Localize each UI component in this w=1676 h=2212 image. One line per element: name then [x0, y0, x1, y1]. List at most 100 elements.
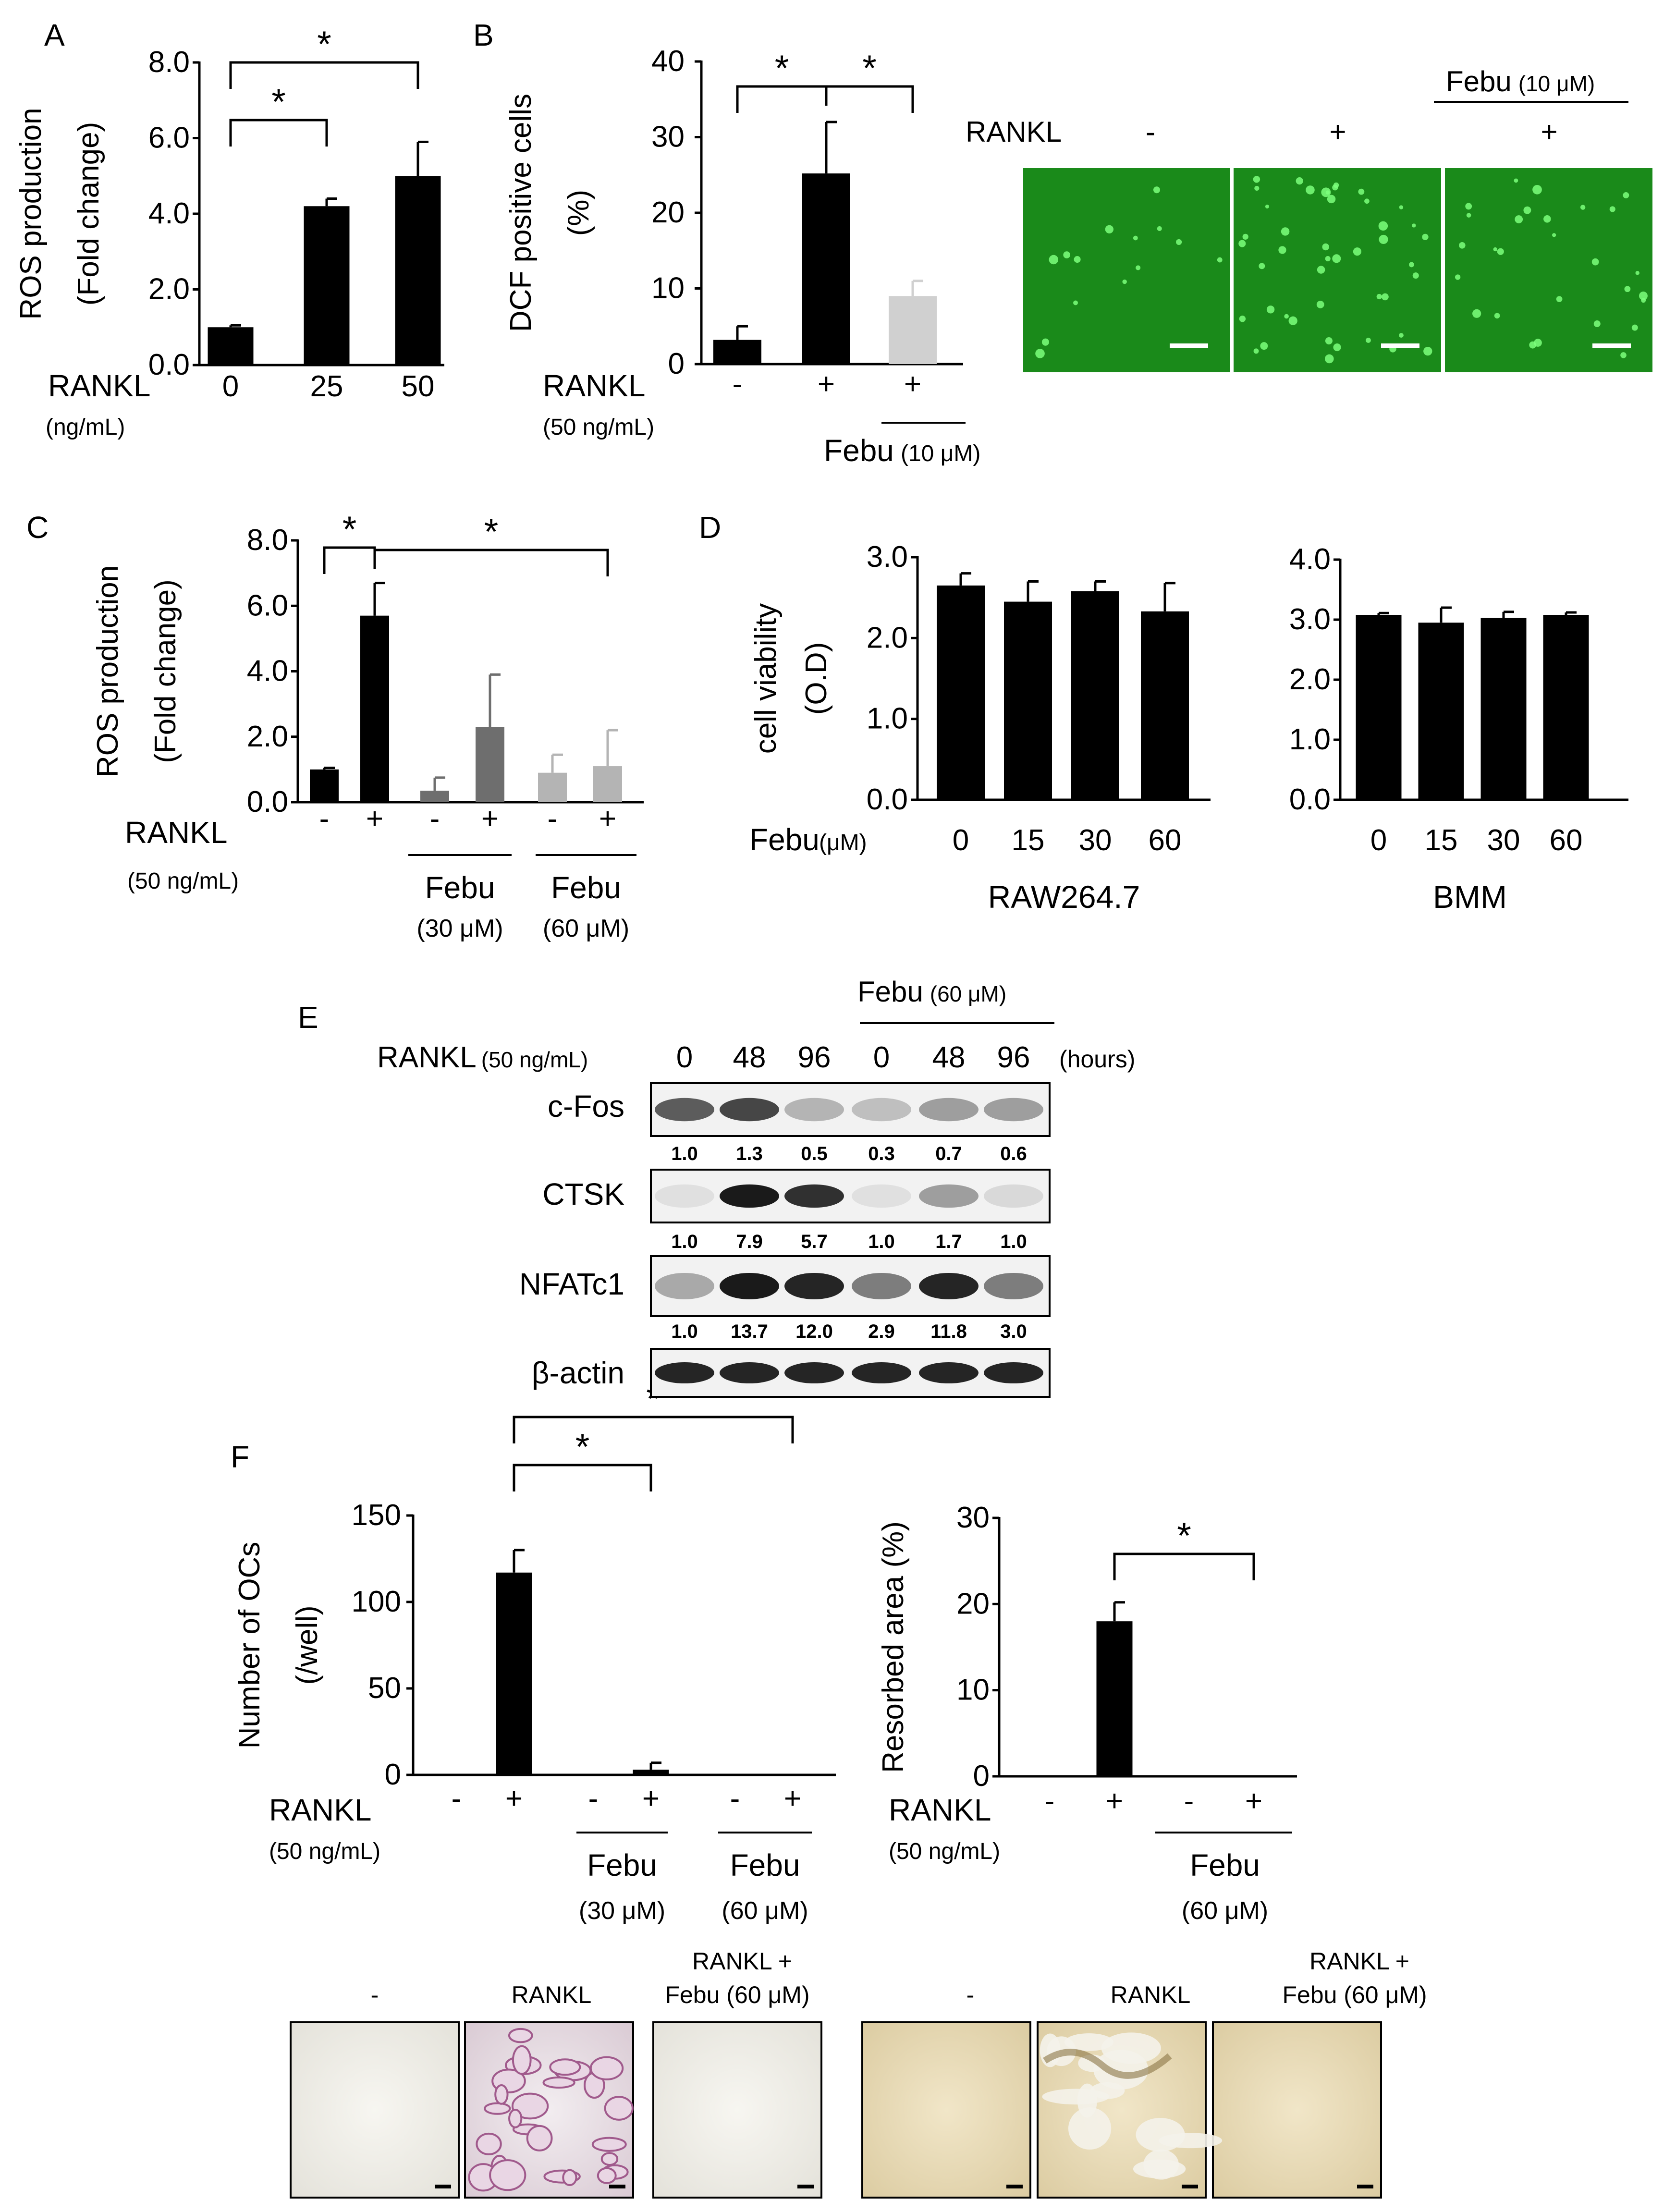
treatment-unit: (μM)	[819, 830, 867, 855]
pit-label-3b: Febu (60 μM)	[1282, 1981, 1427, 2008]
dcf-fluorescence-images	[1023, 168, 1652, 372]
fluorescent-cell	[1523, 206, 1531, 214]
dcf-image-3	[1445, 168, 1652, 372]
treatment-unit: (50 ng/mL)	[543, 415, 654, 440]
fluorescent-cell	[1399, 333, 1404, 338]
significance-bracket	[323, 546, 376, 574]
blot-band	[720, 1098, 779, 1122]
fluorescent-cell	[1321, 187, 1331, 197]
timepoint-label: 0	[676, 1041, 693, 1074]
x-tick-label: +	[366, 802, 383, 835]
osteoclast	[511, 2092, 549, 2120]
blot-band	[919, 1098, 979, 1122]
x-tick-label: -	[452, 1782, 462, 1815]
band-quant: 13.7	[731, 1321, 768, 1342]
significance-star: *	[271, 82, 286, 122]
blot-band	[720, 1273, 779, 1299]
fluorescent-cell	[1259, 263, 1265, 269]
significance-star: *	[317, 24, 331, 65]
bar	[1096, 1621, 1133, 1776]
bar	[208, 327, 254, 365]
y-tick-label: 150	[352, 1499, 401, 1532]
resorption-pit	[1042, 2089, 1110, 2105]
panel-label-f: F	[231, 1440, 249, 1474]
group-label: Febu	[551, 870, 621, 905]
scale-bar	[1006, 2185, 1023, 2188]
band-quant: 1.7	[935, 1231, 962, 1252]
group-label: Febu	[425, 870, 495, 905]
osteoclast	[494, 2084, 509, 2105]
drug-conc: (10 μM)	[901, 441, 980, 466]
fluorescent-cell	[1458, 242, 1466, 249]
fluorescent-cell	[1254, 185, 1260, 191]
x-tick-label: 60	[1149, 824, 1182, 857]
x-tick-label: -	[733, 367, 743, 401]
y-tick-label: 20	[956, 1587, 990, 1620]
x-tick-label: -	[588, 1782, 599, 1815]
x-tick-label: 60	[1550, 824, 1583, 857]
chart-a-ros-production: 0.0 2.0 4.0 6.0 8.0 ROS production (Fold chang…	[14, 24, 444, 440]
y-axis-label: ROS production	[14, 108, 48, 319]
fluorescent-cell	[1238, 240, 1246, 247]
dcf-micrographs: Febu (10 μM) RANKL - + +	[966, 65, 1652, 372]
fluorescent-cell	[1278, 246, 1286, 254]
y-tick-label: 100	[352, 1585, 401, 1618]
micrograph-drug-label: Febu (10 μM)	[1446, 65, 1595, 98]
significance-bracket	[373, 549, 609, 576]
chart-f-number-of-ocs: 0 50 100 150 Number of OCs (/well) - + - + - + RANKL…	[233, 1379, 836, 1925]
western-timepoints: 0 48 96 0 48 96	[676, 1041, 1030, 1074]
osteoclast	[600, 2152, 619, 2166]
fluorescent-cell	[1284, 314, 1289, 319]
band-quant: 1.0	[671, 1231, 698, 1252]
treatment-unit: (ng/mL)	[46, 415, 125, 440]
scale-bar	[609, 2185, 625, 2188]
x-tick-label: -	[730, 1782, 740, 1815]
group-conc: (60 μM)	[722, 1897, 808, 1925]
fluorescent-cell	[1493, 247, 1497, 252]
panel-label-e: E	[298, 1000, 318, 1035]
trap-label-1: -	[371, 1981, 379, 2008]
osteoclast	[508, 2028, 533, 2043]
band-quant: 1.0	[1000, 1231, 1027, 1252]
bar	[633, 1770, 669, 1775]
fluorescent-cell	[1422, 233, 1429, 240]
chart-d-raw264-viability: 0.0 1.0 2.0 3.0 cell viability (O.D) 0 15 30 60 Fe…	[749, 540, 1211, 915]
band-quant: 1.0	[671, 1143, 698, 1164]
x-tick-label: 50	[402, 370, 435, 403]
y-axis-label: DCF positive cells	[504, 94, 538, 332]
trap-label-3b: Febu (60 μM)	[665, 1981, 809, 2008]
band-quant: 1.0	[868, 1231, 895, 1252]
timepoint-label: 96	[798, 1041, 831, 1074]
y-tick-label: 4.0	[1289, 543, 1331, 576]
y-tick-label: 8.0	[247, 524, 288, 557]
x-tick-label: 0	[1370, 824, 1387, 857]
pit-label-2: RANKL	[1111, 1981, 1191, 2008]
resorption-pit	[1158, 2133, 1223, 2149]
y-tick-label: 2.0	[867, 621, 908, 654]
y-tick-label: 40	[651, 45, 685, 78]
x-tick-label: -	[548, 802, 558, 835]
scale-bar	[435, 2185, 451, 2188]
fluorescent-cell	[1122, 279, 1127, 284]
osteoclast	[549, 2058, 581, 2076]
x-tick-label: 30	[1487, 824, 1520, 857]
significance-star: *	[1177, 1515, 1191, 1556]
blot-box	[650, 1169, 1051, 1223]
bar	[310, 769, 339, 802]
significance-star: *	[775, 48, 789, 89]
osteoclast	[589, 2056, 624, 2080]
significance-star: *	[343, 509, 357, 550]
x-tick-label: -	[319, 802, 330, 835]
y-axis-label: (Fold change)	[149, 579, 182, 763]
blot-band	[852, 1273, 911, 1299]
y-tick-label: 2.0	[247, 720, 288, 753]
scale-bar	[1170, 343, 1208, 348]
x-tick-label: +	[505, 1782, 523, 1815]
fluorescent-cell	[1593, 320, 1601, 328]
blot-band	[655, 1184, 714, 1208]
fluorescent-cell	[1382, 293, 1389, 301]
significance-bracket	[736, 85, 828, 113]
fluorescent-cell	[1639, 291, 1648, 300]
y-tick-label: 0	[385, 1758, 401, 1791]
bar	[538, 772, 567, 802]
